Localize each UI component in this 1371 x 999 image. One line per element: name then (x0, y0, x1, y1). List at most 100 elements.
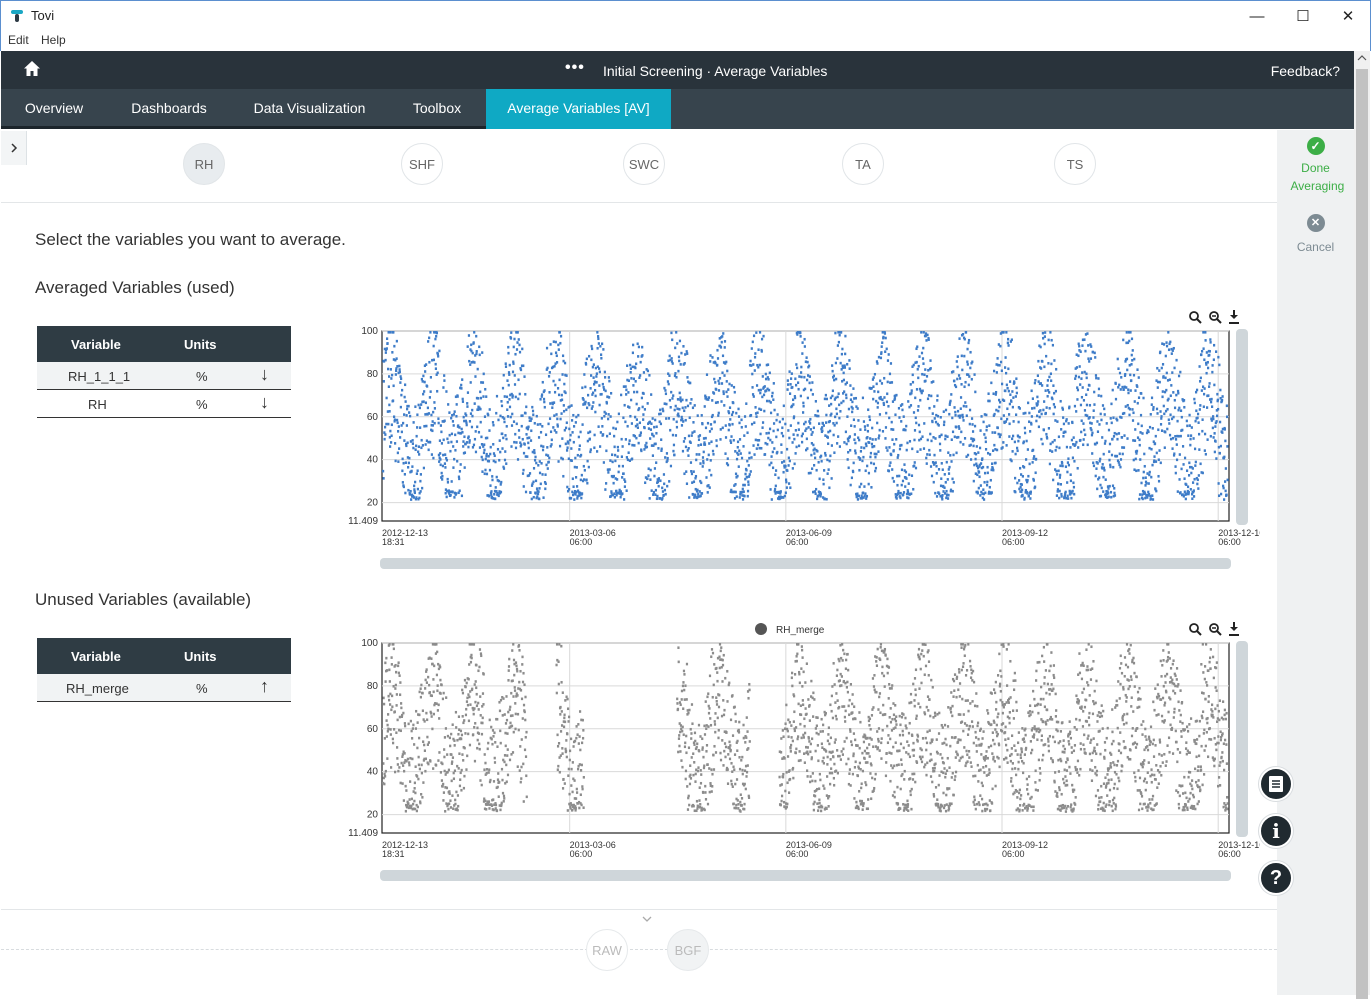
data-point (786, 803, 788, 806)
data-point (590, 359, 592, 362)
data-point (806, 662, 808, 665)
data-point (386, 669, 388, 672)
vertical-scrollbar[interactable] (1354, 51, 1370, 995)
data-point (784, 722, 786, 725)
chart-svg[interactable]: 1008060402011.4092012-12-1318:312013-03-… (340, 617, 1260, 882)
minimize-button[interactable]: — (1234, 1, 1280, 31)
data-point (684, 437, 686, 440)
tab-dashboards[interactable]: Dashboards (107, 89, 231, 129)
data-point (1156, 412, 1158, 415)
data-point (754, 369, 756, 372)
tab-toolbox[interactable]: Toolbox (388, 89, 486, 129)
feedback-link[interactable]: Feedback? (1271, 63, 1340, 79)
data-point (1058, 435, 1060, 438)
variable-step-ts[interactable]: TS (1054, 143, 1096, 185)
x-range-slider (380, 558, 1231, 569)
home-icon[interactable] (23, 60, 41, 78)
data-point (700, 769, 702, 772)
data-point (917, 409, 919, 412)
menu-help[interactable]: Help (41, 33, 66, 47)
table-row[interactable]: RH % ↓ (37, 390, 291, 418)
data-point (483, 373, 485, 376)
data-point (395, 671, 397, 674)
data-point (967, 454, 969, 457)
data-point (601, 417, 603, 420)
data-point (1043, 429, 1045, 432)
data-point (714, 720, 716, 723)
data-point (885, 761, 887, 764)
data-point (935, 465, 937, 468)
expand-panel-button[interactable] (1, 131, 27, 165)
data-point (930, 367, 932, 370)
data-point (699, 434, 701, 437)
data-point (525, 406, 527, 409)
cancel-button[interactable]: ✕ Cancel (1277, 214, 1354, 256)
data-point (403, 462, 405, 465)
move-down-arrow-icon[interactable]: ↓ (260, 392, 269, 413)
data-point (453, 496, 455, 499)
menu-edit[interactable]: Edit (8, 33, 29, 47)
variable-step-shf[interactable]: SHF (401, 143, 443, 185)
move-up-arrow-icon[interactable]: ↑ (260, 676, 269, 697)
data-point (853, 705, 855, 708)
data-point (702, 746, 704, 749)
tab-average-variables[interactable]: Average Variables [AV] (486, 89, 671, 129)
variable-step-rh[interactable]: RH (183, 143, 225, 185)
data-point (1149, 471, 1151, 474)
move-down-arrow-icon[interactable]: ↓ (260, 364, 269, 385)
data-point (1194, 420, 1196, 423)
data-point (1014, 441, 1016, 444)
data-point (491, 475, 493, 478)
chart-svg[interactable]: 1008060402011.4092012-12-1318:312013-03-… (340, 305, 1260, 570)
data-point (819, 802, 821, 805)
scroll-up-icon[interactable] (1354, 51, 1370, 65)
tab-data-visualization[interactable]: Data Visualization (231, 89, 388, 129)
data-point (930, 440, 932, 443)
data-point (1204, 449, 1206, 452)
data-point (530, 417, 532, 420)
data-point (513, 731, 515, 734)
data-point (393, 728, 395, 731)
table-row[interactable]: RH_merge % ↑ (37, 674, 291, 702)
variable-step-swc[interactable]: SWC (623, 143, 665, 185)
data-point (792, 767, 794, 770)
variable-step-ta[interactable]: TA (842, 143, 884, 185)
data-point (519, 351, 521, 354)
data-point (1087, 443, 1089, 446)
data-point (426, 681, 428, 684)
data-point (608, 380, 610, 383)
data-point (1097, 377, 1099, 380)
tab-overview[interactable]: Overview (1, 89, 107, 129)
data-point (1142, 498, 1144, 501)
data-point (811, 780, 813, 783)
data-point (1045, 389, 1047, 392)
data-point (724, 742, 726, 745)
scrollbar-thumb[interactable] (1356, 69, 1368, 999)
data-point (927, 439, 929, 442)
data-point (1129, 408, 1131, 411)
table-header: Variable Units (37, 326, 291, 362)
data-point (900, 758, 902, 761)
data-point (1134, 428, 1136, 431)
data-point (821, 742, 823, 745)
data-point (511, 725, 513, 728)
done-averaging-button[interactable]: ✓ Done Averaging (1277, 137, 1354, 195)
close-button[interactable]: ✕ (1325, 1, 1371, 31)
data-point (537, 493, 539, 496)
data-point (1045, 412, 1047, 415)
data-point (548, 375, 550, 378)
data-point (442, 698, 444, 701)
data-point (850, 393, 852, 396)
table-row[interactable]: RH_1_1_1 % ↓ (37, 362, 291, 390)
more-menu-button[interactable]: ••• (565, 59, 585, 77)
data-point (591, 345, 593, 348)
data-point (469, 744, 471, 747)
data-point (965, 331, 967, 334)
data-point (742, 724, 744, 727)
data-point (575, 421, 577, 424)
maximize-button[interactable]: ☐ (1280, 1, 1326, 31)
data-point (839, 410, 841, 413)
data-point (494, 454, 496, 457)
data-point (888, 417, 890, 420)
data-point (401, 431, 403, 434)
